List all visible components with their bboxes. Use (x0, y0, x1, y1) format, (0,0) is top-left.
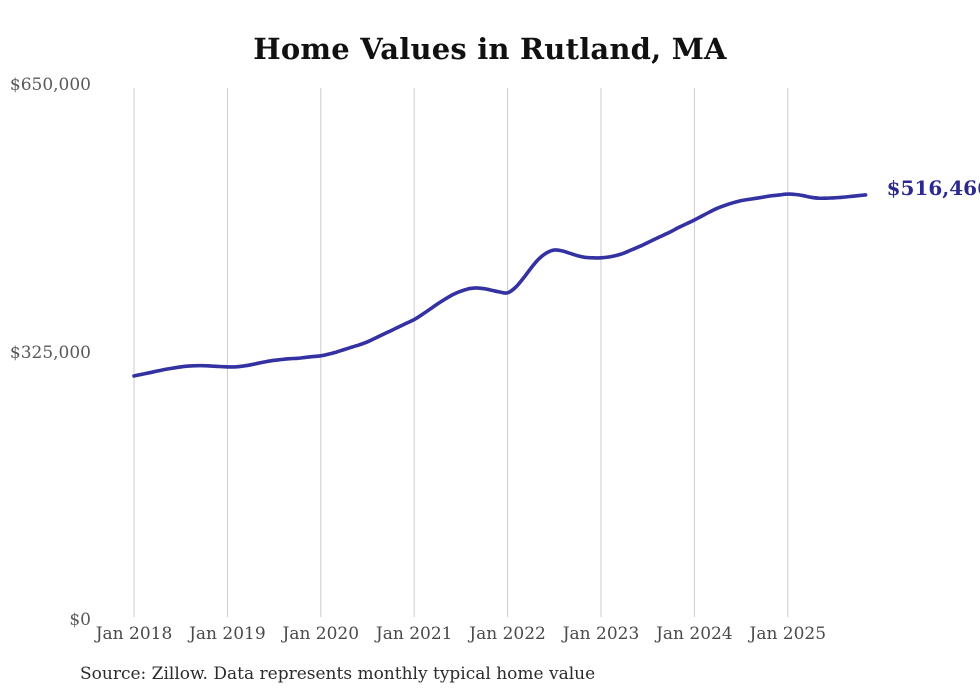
x-axis-tick-label: Jan 2022 (469, 624, 546, 644)
x-axis-tick-label: Jan 2025 (749, 624, 827, 644)
gridlines (133, 88, 789, 617)
x-axis-tick-label: Jan 2018 (95, 624, 173, 644)
y-axis-tick-label: $650,000 (9, 75, 91, 95)
y-axis-tick-label: $325,000 (9, 342, 91, 363)
x-axis-tick-label: Jan 2019 (189, 624, 266, 644)
x-axis-tick-label: Jan 2020 (282, 624, 360, 644)
chart-title: Home Values in Rutland, MA (253, 32, 727, 66)
x-axis-tick-label: Jan 2023 (562, 624, 640, 644)
home-value-line (132, 192, 868, 378)
x-axis-tick-label: Jan 2024 (656, 624, 733, 644)
end-value-label: $516,466 (886, 175, 980, 200)
x-axis-tick-label: Jan 2021 (375, 624, 453, 644)
source-note: Source: Zillow. Data represents monthly … (80, 664, 596, 684)
y-axis-tick-label: $0 (69, 610, 91, 630)
